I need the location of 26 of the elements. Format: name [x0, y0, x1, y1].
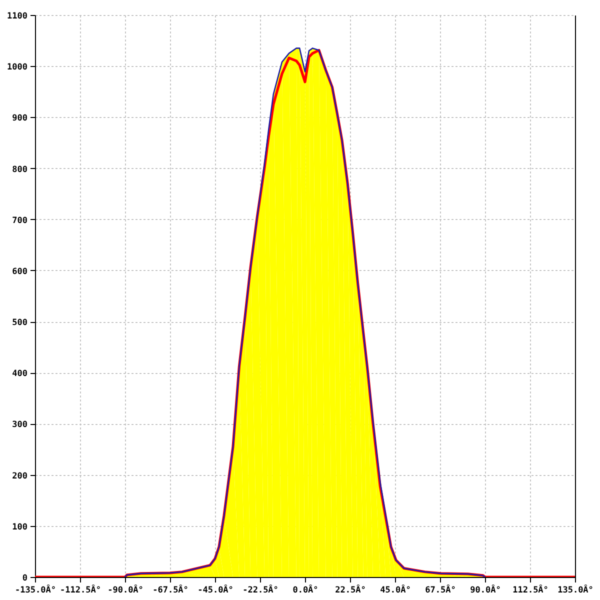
y-tick-label: 600: [12, 266, 28, 277]
x-tick-label: -90.0Â°: [108, 584, 144, 596]
y-tick-label: 200: [12, 471, 28, 482]
x-tick-label: -45.0Â°: [198, 584, 234, 596]
line-series: [124, 48, 486, 577]
y-tick-label: 700: [12, 216, 28, 226]
y-tick-label: 100: [12, 522, 28, 532]
y-tick-label: 400: [12, 369, 28, 380]
x-tick-label: 90.0Â°: [470, 584, 501, 596]
x-tick-label: -112.5Â°: [60, 584, 101, 596]
y-tick-label: 1100: [7, 12, 28, 22]
y-tick-label: 1000: [7, 62, 28, 73]
x-tick-label: 22.5Â°: [335, 584, 366, 596]
x-tick-label: -67.5Â°: [152, 584, 188, 596]
y-tick-label: 900: [12, 114, 28, 124]
x-tick-label: 67.5Â°: [425, 584, 456, 596]
y-tick-label: 800: [12, 164, 28, 175]
x-tick-label: -135.0Â°: [15, 584, 56, 596]
x-tick-label: 135.0Â°: [558, 584, 594, 596]
y-tick-label: 500: [12, 318, 28, 328]
x-tick-label: 45.0Â°: [380, 584, 411, 596]
x-tick-label: 0.0Â°: [292, 584, 318, 596]
y-tick-label: 300: [12, 420, 28, 430]
y-tick-label: 0: [22, 574, 28, 584]
x-tick-label: 112.5Â°: [512, 584, 548, 596]
x-tick-label: -22.5Â°: [242, 584, 278, 596]
